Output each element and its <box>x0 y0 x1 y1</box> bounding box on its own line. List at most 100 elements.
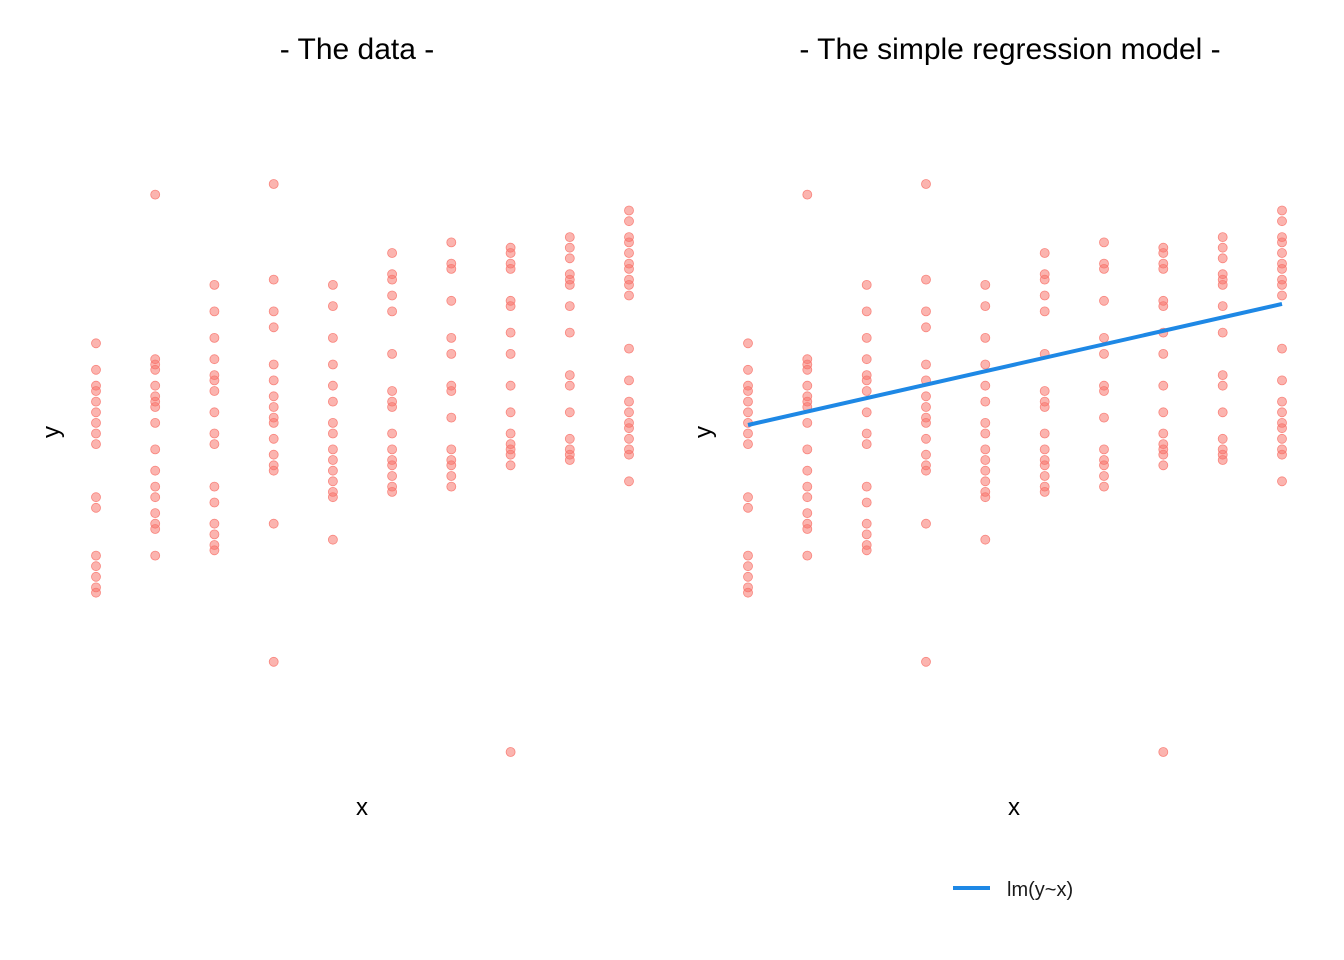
data-point <box>980 465 991 476</box>
data-point <box>921 433 931 444</box>
data-point <box>802 444 813 455</box>
data-point <box>505 428 516 439</box>
data-point <box>861 370 872 381</box>
data-point <box>743 582 753 593</box>
data-point <box>1277 274 1287 285</box>
data-point <box>91 364 101 375</box>
data-point <box>861 306 872 317</box>
data-point <box>802 550 813 561</box>
data-point <box>802 189 813 200</box>
data-point <box>861 540 872 550</box>
data-point <box>1158 348 1169 359</box>
data-point <box>1099 237 1109 248</box>
data-point <box>387 396 398 407</box>
data-point <box>1277 343 1287 354</box>
data-point <box>980 417 991 428</box>
data-point <box>387 386 398 396</box>
data-point <box>861 428 872 439</box>
data-point <box>150 417 161 428</box>
data-point <box>1277 476 1287 487</box>
data-point <box>150 492 161 503</box>
panel-1-y-axis-label: y <box>38 426 65 438</box>
data-point <box>505 327 516 338</box>
data-point <box>1039 290 1050 301</box>
data-point <box>150 354 161 365</box>
data-point <box>743 550 753 561</box>
data-point <box>624 343 634 354</box>
panel-2-points <box>743 179 1287 757</box>
data-point <box>861 497 872 508</box>
panel-2-title: - The simple regression model - <box>799 33 1220 66</box>
data-point <box>150 189 161 200</box>
data-point <box>564 433 575 444</box>
data-point <box>91 428 101 439</box>
data-point <box>743 439 753 450</box>
data-point <box>921 656 931 667</box>
data-point <box>446 455 457 465</box>
data-point <box>802 417 813 428</box>
panel-2-y-axis-label: y <box>690 426 717 438</box>
data-point <box>1277 258 1287 269</box>
data-point <box>327 455 338 465</box>
data-point <box>1217 327 1228 338</box>
data-point <box>150 518 161 529</box>
data-point <box>802 492 813 503</box>
data-point <box>150 481 161 492</box>
data-point <box>624 232 634 243</box>
data-point <box>1099 258 1109 269</box>
data-point <box>861 279 872 290</box>
data-point <box>446 258 457 269</box>
data-point <box>505 460 516 471</box>
data-point <box>150 550 161 561</box>
panel-1-points <box>91 179 634 757</box>
data-point <box>624 258 634 269</box>
data-point <box>624 417 634 428</box>
data-point <box>980 486 991 497</box>
data-point <box>268 449 279 460</box>
data-point <box>387 306 398 317</box>
data-point <box>209 370 220 381</box>
data-point <box>1217 433 1228 444</box>
data-point <box>861 439 872 450</box>
data-point <box>861 529 872 540</box>
data-point <box>1099 444 1109 455</box>
data-point <box>505 747 516 757</box>
data-point <box>1217 407 1228 418</box>
data-point <box>91 439 101 450</box>
data-point <box>268 412 279 423</box>
data-point <box>150 391 161 402</box>
data-point <box>268 306 279 317</box>
panel-data: - The data - x y <box>38 33 634 821</box>
data-point <box>564 232 575 243</box>
data-point <box>1277 216 1287 227</box>
data-point <box>268 402 279 412</box>
data-point <box>209 497 220 508</box>
data-point <box>1277 232 1287 243</box>
data-point <box>980 396 991 407</box>
data-point <box>1158 439 1169 450</box>
data-point <box>1039 306 1050 317</box>
data-point <box>564 444 575 455</box>
data-point <box>1099 295 1109 306</box>
data-point <box>387 455 398 465</box>
data-point <box>921 449 931 460</box>
data-point <box>268 274 279 285</box>
data-point <box>624 290 634 301</box>
data-point <box>624 444 634 455</box>
data-point <box>564 380 575 391</box>
data-point <box>1039 269 1050 280</box>
data-point <box>1039 481 1050 492</box>
data-point <box>387 471 398 481</box>
data-point <box>1099 412 1109 423</box>
data-point <box>327 332 338 343</box>
data-point <box>624 248 634 258</box>
data-point <box>921 274 931 285</box>
data-point <box>327 301 338 312</box>
data-point <box>802 354 813 365</box>
data-point <box>564 370 575 381</box>
data-point <box>624 375 634 386</box>
data-point <box>921 322 931 333</box>
data-point <box>564 407 575 418</box>
data-point <box>624 476 634 487</box>
